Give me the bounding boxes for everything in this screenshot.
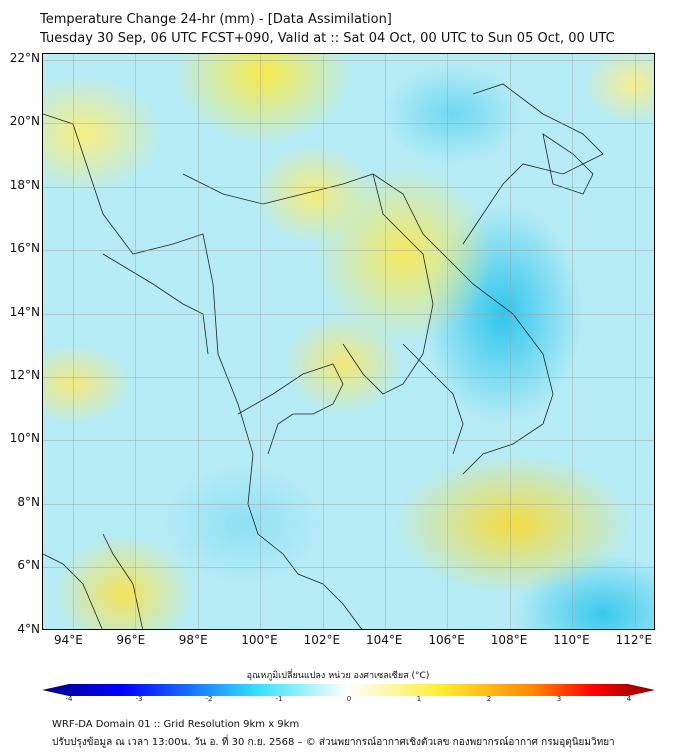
latitude-label: 10°N [9, 431, 40, 446]
latitude-label: 20°N [9, 114, 40, 129]
latitude-gridline [43, 186, 654, 188]
colorbar-tick-label: 4 [626, 695, 632, 703]
footer-credit: ปรับปรุงข้อมูล ณ เวลา 13:00น. วัน อ. ที่… [52, 737, 615, 748]
latitude-label: 12°N [9, 368, 40, 382]
colorbar-tick-label: 2 [486, 695, 492, 703]
colorbar [42, 681, 655, 696]
latitude-label: 18°N [9, 177, 40, 192]
latitude-gridline [43, 250, 654, 252]
latitude-gridline [43, 567, 654, 569]
latitude-gridline [43, 313, 654, 315]
longitude-label: 112°E [615, 633, 653, 647]
latitude-gridline [43, 503, 654, 505]
longitude-label: 106°E [428, 633, 465, 647]
longitude-label: 96°E [116, 633, 146, 647]
latitude-gridline [43, 377, 654, 378]
colorbar-scale [42, 684, 655, 696]
latitude-label: 6°N [17, 558, 40, 573]
longitude-gridline [260, 54, 262, 629]
colorbar-tick-label: -2 [205, 695, 213, 703]
footer-model-info: WRF-DA Domain 01 :: Grid Resolution 9km … [52, 719, 300, 730]
latitude-label: 14°N [9, 304, 40, 319]
temperature-change-map [42, 53, 655, 630]
longitude-label: 110°E [553, 633, 590, 647]
colorbar-tick-label: 3 [556, 695, 562, 703]
figure-subtitle: Tuesday 30 Sep, 06 UTC FCST+090, Valid a… [40, 31, 615, 46]
longitude-label: 98°E [178, 633, 208, 647]
longitude-gridline [385, 54, 386, 629]
latitude-gridline [43, 440, 654, 442]
longitude-label: 102°E [303, 633, 341, 647]
longitude-gridline [322, 54, 324, 629]
longitude-gridline [73, 54, 74, 629]
longitude-gridline [135, 54, 137, 629]
latitude-label: 16°N [9, 241, 40, 256]
latitude-label: 22°N [9, 51, 40, 65]
longitude-gridline [197, 54, 199, 629]
longitude-gridline [572, 54, 574, 629]
longitude-label: 108°E [490, 633, 528, 647]
colorbar-tick-label: -3 [135, 695, 143, 703]
country-borders [43, 83, 604, 629]
latitude-label: 4°N [17, 621, 40, 636]
longitude-gridline [509, 54, 511, 629]
longitude-label: 94°E [54, 633, 83, 647]
longitude-gridline [634, 54, 636, 629]
colorbar-tick-label: -1 [275, 695, 283, 703]
colorbar-tick-label: 0 [346, 695, 352, 703]
latitude-gridline [43, 60, 654, 61]
longitude-gridline [447, 54, 449, 629]
colorbar-tick-label: 1 [416, 695, 422, 703]
latitude-gridline [43, 123, 654, 125]
longitude-label: 104°E [366, 633, 403, 647]
latitude-label: 8°N [17, 494, 40, 509]
longitude-label: 100°E [241, 633, 278, 647]
colorbar-label: อุณหภูมิเปลี่ยนแปลง หน่วย องศาเซลเซียส (… [246, 671, 430, 681]
figure-title: Temperature Change 24-hr (mm) - [Data As… [40, 12, 392, 27]
colorbar-tick-label: -4 [65, 695, 73, 703]
